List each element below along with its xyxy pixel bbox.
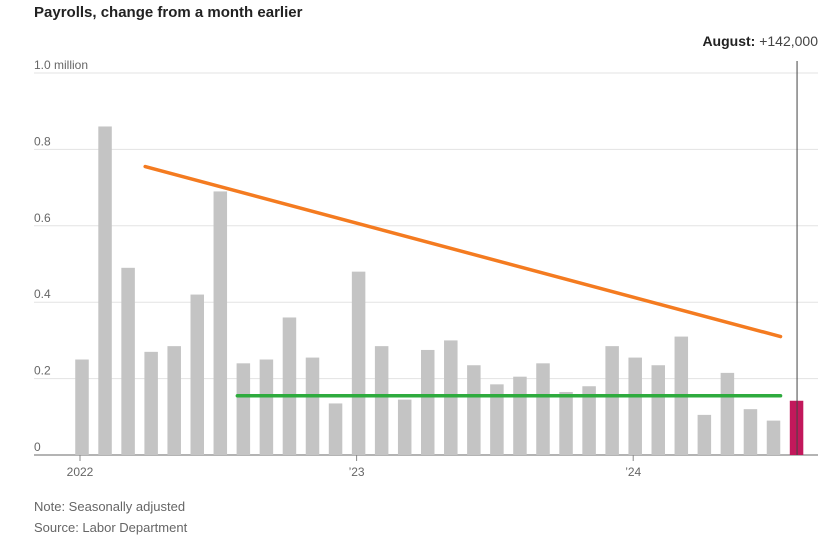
bar bbox=[98, 126, 112, 455]
bar bbox=[605, 346, 619, 455]
y-tick-label: 1.0 million bbox=[34, 58, 88, 72]
bar bbox=[444, 340, 458, 455]
bar bbox=[305, 357, 320, 455]
bar bbox=[490, 384, 504, 455]
y-tick-label: 0 bbox=[34, 440, 41, 454]
bar bbox=[282, 317, 297, 455]
callout-label: August: bbox=[702, 33, 759, 49]
note-text: Note: Seasonally adjusted bbox=[34, 499, 186, 514]
x-tick-labels: 2022 ’23 ’24 bbox=[67, 455, 642, 479]
bars bbox=[75, 126, 804, 456]
bar bbox=[397, 399, 412, 455]
bar bbox=[259, 359, 274, 455]
bar bbox=[144, 351, 158, 455]
bar bbox=[190, 294, 204, 455]
bar bbox=[513, 376, 527, 455]
bar bbox=[559, 391, 573, 455]
y-tick-labels: 0 0.2 0.4 0.6 0.8 1.0 million bbox=[34, 58, 88, 454]
chart-title: Payrolls, change from a month earlier bbox=[34, 4, 303, 21]
callout-text: August: +142,000 bbox=[702, 33, 818, 49]
trend-line bbox=[143, 164, 783, 339]
x-tick-label: ’24 bbox=[625, 465, 641, 479]
bar bbox=[536, 363, 550, 455]
trend-lines bbox=[143, 164, 783, 398]
august-callout: August: +142,000 bbox=[702, 33, 818, 455]
bar bbox=[75, 359, 89, 455]
bar bbox=[121, 267, 135, 455]
bar bbox=[374, 346, 389, 455]
bar bbox=[421, 349, 435, 455]
bar bbox=[582, 386, 596, 455]
callout-value: +142,000 bbox=[759, 33, 818, 49]
x-tick-label: 2022 bbox=[67, 465, 94, 479]
source-text: Source: Labor Department bbox=[34, 520, 188, 535]
y-tick-label: 0.6 bbox=[34, 211, 51, 225]
bar bbox=[743, 409, 758, 455]
bar bbox=[328, 403, 343, 455]
bar bbox=[697, 414, 712, 455]
x-tick-label: ’23 bbox=[349, 465, 365, 479]
y-tick-label: 0.4 bbox=[34, 287, 51, 301]
bar bbox=[766, 420, 781, 455]
bar bbox=[351, 271, 366, 455]
bar bbox=[628, 357, 642, 455]
y-tick-label: 0.2 bbox=[34, 364, 51, 378]
bar bbox=[167, 346, 181, 455]
bar bbox=[467, 365, 481, 455]
bar bbox=[213, 191, 228, 456]
bar bbox=[651, 365, 665, 455]
bar bbox=[720, 372, 735, 455]
bar bbox=[236, 363, 251, 455]
y-tick-label: 0.8 bbox=[34, 134, 51, 148]
